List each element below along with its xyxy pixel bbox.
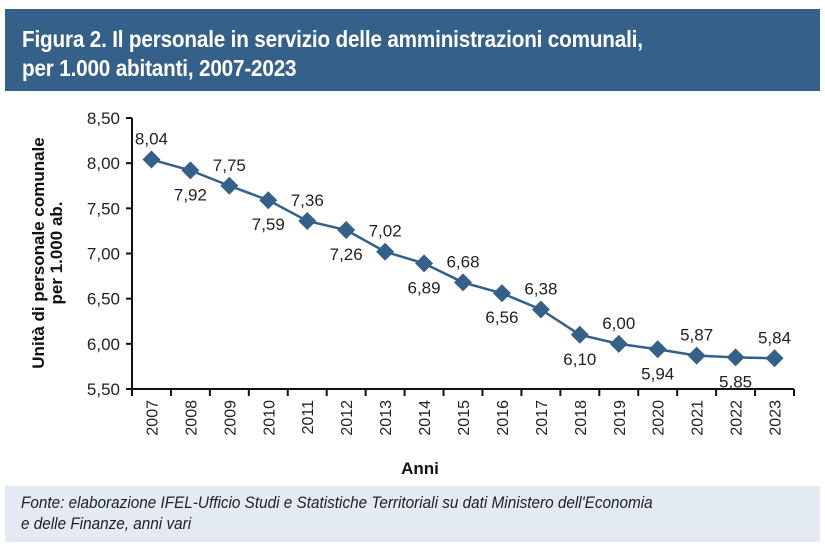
y-tick-label: 6,50 — [87, 290, 120, 309]
y-tick-label: 5,50 — [87, 380, 120, 399]
data-point-marker — [687, 346, 706, 365]
source-note: Fonte: elaborazione IFEL-Ufficio Studi e… — [5, 486, 820, 542]
y-tick-label: 6,00 — [87, 335, 120, 354]
x-tick-label: 2020 — [651, 400, 668, 436]
data-label: 7,26 — [330, 245, 363, 264]
data-label: 6,38 — [524, 280, 557, 299]
data-point-marker — [648, 340, 667, 359]
x-axis-title: Anni — [401, 459, 439, 478]
series-line-group: 8,04 7,92 7,75 7,59 7,36 7,26 7,02 6,89 6,68 6,56… — [135, 130, 791, 392]
x-tick-label: 2015 — [456, 400, 473, 436]
y-tick-label: 8,00 — [87, 154, 120, 173]
y-tick-label: 7,50 — [87, 199, 120, 218]
data-point-marker — [181, 161, 200, 180]
x-tick-label: 2021 — [690, 400, 707, 436]
x-tick-label: 2010 — [261, 400, 278, 436]
source-line-1: Fonte: elaborazione IFEL-Ufficio Studi e… — [21, 493, 653, 512]
data-point-marker — [609, 334, 628, 353]
x-tick-label: 2016 — [495, 400, 512, 436]
x-tick-label: 2013 — [378, 400, 395, 436]
y-tick-label: 8,50 — [87, 109, 120, 128]
figure-title-line-1: Figura 2. Il personale in servizio delle… — [22, 26, 643, 52]
data-label: 6,68 — [446, 252, 479, 271]
data-label: 7,92 — [174, 185, 207, 204]
x-tick-label: 2023 — [768, 400, 785, 436]
x-tick-label: 2008 — [183, 400, 200, 436]
y-axis: 5,50 6,00 6,50 7,00 7,50 8,00 8,50 — [87, 109, 133, 399]
data-point-marker — [570, 325, 589, 344]
data-point-marker — [337, 221, 356, 240]
data-point-marker — [765, 349, 784, 368]
line-chart: 5,506,006,507,007,508,008,50 2007 2008 200… — [29, 109, 795, 478]
x-axis: 2007 2008 2009 2010 2011 2012 2013 2014 2015 2016… — [131, 388, 795, 436]
data-label: 6,00 — [602, 314, 635, 333]
x-tick-label: 2009 — [222, 400, 239, 436]
data-label: 6,56 — [485, 308, 518, 327]
data-point-marker — [142, 150, 161, 169]
data-point-marker — [454, 273, 472, 292]
x-tick-label: 2011 — [300, 400, 317, 435]
y-axis-title-line-2: per 1.000 ab. — [47, 201, 66, 304]
data-label: 6,89 — [408, 278, 441, 297]
x-tick-label: 2022 — [729, 400, 746, 436]
data-label: 7,02 — [369, 222, 402, 241]
x-tick-label: 2018 — [573, 400, 590, 436]
y-tick-label: 7,00 — [87, 245, 120, 264]
data-point-marker — [726, 348, 745, 367]
x-tick-label: 2017 — [534, 400, 551, 436]
data-point-marker — [415, 254, 434, 273]
data-label: 5,85 — [719, 372, 752, 391]
x-tick-label: 2019 — [612, 400, 629, 436]
x-tick-label: 2014 — [417, 400, 434, 436]
x-tick-label: 2012 — [339, 400, 356, 436]
data-label: 5,87 — [680, 326, 713, 345]
data-point-marker — [298, 211, 317, 230]
y-axis-title-line-1: Unità di personale comunale — [29, 137, 48, 368]
figure-title-line-2: per 1.000 abitanti, 2007-2023 — [22, 55, 297, 81]
data-label: 7,59 — [252, 215, 285, 234]
data-label: 5,84 — [758, 328, 791, 347]
data-point-marker — [259, 191, 278, 210]
data-point-marker — [376, 242, 395, 261]
data-label: 6,10 — [563, 350, 596, 369]
figure-header: Figura 2. Il personale in servizio delle… — [5, 9, 820, 91]
data-label: 5,94 — [641, 364, 674, 383]
data-label: 7,75 — [213, 156, 246, 175]
data-point-marker — [531, 300, 550, 319]
data-point-marker — [492, 284, 511, 303]
x-tick-label: 2007 — [144, 400, 161, 436]
data-point-marker — [220, 176, 239, 195]
data-label: 8,04 — [135, 130, 168, 149]
source-line-2: e delle Finanze, anni vari — [21, 514, 192, 533]
data-label: 7,36 — [291, 191, 324, 210]
